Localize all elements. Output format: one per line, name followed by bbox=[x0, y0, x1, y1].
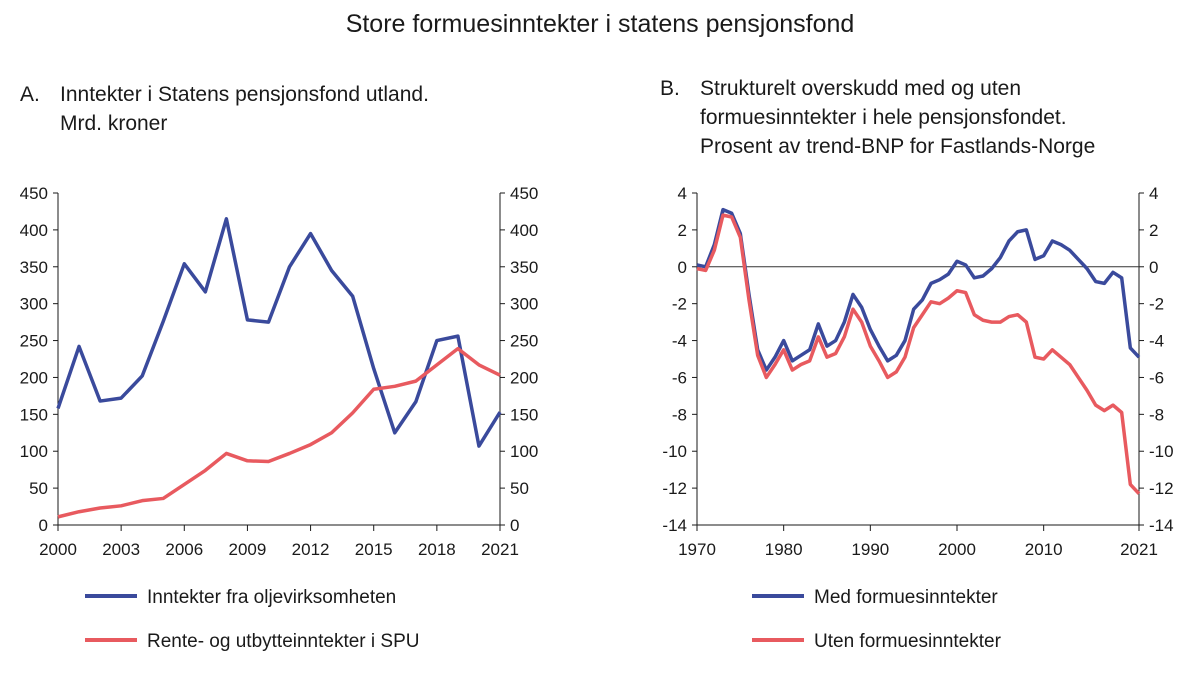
figure-title: Store formuesinntekter i statens pensjon… bbox=[345, 10, 855, 38]
panel-a-xtick-label: 2003 bbox=[102, 540, 140, 559]
panel-b-ytick-label-right: -4 bbox=[1149, 332, 1164, 351]
panel-a-series-line-1 bbox=[56, 217, 502, 448]
panel-a-letter: A. bbox=[20, 83, 40, 106]
panel-a-xtick-label: 2006 bbox=[165, 540, 203, 559]
panel-a-ytick-label-left: 300 bbox=[20, 295, 48, 314]
panel-b-ytick-label-left: -10 bbox=[662, 442, 687, 461]
panel-a-ytick-label-left: 450 bbox=[20, 184, 48, 203]
panel-b-series-line-1 bbox=[696, 207, 1141, 372]
panel-b-ytick-label-right: -14 bbox=[1149, 516, 1174, 535]
panel-a-ytick-label-right: 0 bbox=[510, 516, 519, 535]
panel-a-xtick-label: 2021 bbox=[481, 540, 519, 559]
panel-b-xtick-label: 2021 bbox=[1120, 540, 1158, 559]
panel-b-series-line-2 bbox=[696, 213, 1141, 495]
panel-b-xtick-label: 1990 bbox=[851, 540, 889, 559]
panel-b-ytick-label-left: -8 bbox=[672, 405, 687, 424]
panel-a-ytick-label-left: 250 bbox=[20, 332, 48, 351]
panel-a-ytick-label-left: 400 bbox=[20, 221, 48, 240]
panel-b-ytick-label-right: 0 bbox=[1149, 258, 1158, 277]
panel-a-legend-label-2: Rente- og utbytteinntekter i SPU bbox=[147, 631, 419, 652]
panel-a-xtick-label: 2009 bbox=[229, 540, 267, 559]
panel-a-xtick-label: 2000 bbox=[39, 540, 77, 559]
panel-b-xtick-label: 1980 bbox=[765, 540, 803, 559]
panel-a-ytick-label-right: 150 bbox=[510, 405, 538, 424]
panel-b-xtick-label: 2010 bbox=[1025, 540, 1063, 559]
panel-b-xtick-label: 2000 bbox=[938, 540, 976, 559]
panel-b-ytick-label-left: -6 bbox=[672, 368, 687, 387]
panel-b-ytick-label-left: 2 bbox=[678, 221, 687, 240]
panel-b-ytick-label-left: -2 bbox=[672, 295, 687, 314]
panel-a-ytick-label-right: 50 bbox=[510, 479, 529, 498]
panel-a-ytick-label-right: 200 bbox=[510, 368, 538, 387]
panel-a-xtick-label: 2012 bbox=[292, 540, 330, 559]
panel-a-ytick-label-right: 100 bbox=[510, 442, 538, 461]
panel-a-title-line-1: Inntekter i Statens pensjonsfond utland. bbox=[60, 83, 429, 106]
panel-b-letter: B. bbox=[660, 77, 680, 100]
panel-a-ytick-label-right: 400 bbox=[510, 221, 538, 240]
panel-a-ytick-label-right: 300 bbox=[510, 295, 538, 314]
panel-b-title-line-3: Prosent av trend-BNP for Fastlands-Norge bbox=[700, 135, 1096, 158]
panel-a-ytick-label-left: 0 bbox=[39, 516, 48, 535]
panel-a-ytick-label-right: 350 bbox=[510, 258, 538, 277]
panel-b-ytick-label-right: -12 bbox=[1149, 479, 1174, 498]
panel-b-ytick-label-right: 2 bbox=[1149, 221, 1158, 240]
panel-a-ytick-label-left: 200 bbox=[20, 368, 48, 387]
panel-b-ytick-label-left: -12 bbox=[662, 479, 687, 498]
panel-b-ytick-label-left: -4 bbox=[672, 332, 687, 351]
panel-b-title-line-1: Strukturelt overskudd med og uten bbox=[700, 77, 1022, 100]
panel-b-ytick-label-right: -6 bbox=[1149, 368, 1164, 387]
panel-b-ytick-label-left: -14 bbox=[662, 516, 687, 535]
panel-a-ytick-label-left: 350 bbox=[20, 258, 48, 277]
panel-b-title: B. Strukturelt overskudd med og uten for… bbox=[660, 74, 1200, 164]
panel-b-ytick-label-left: 4 bbox=[678, 184, 687, 203]
panel-a-title-line-2: Mrd. kroner bbox=[60, 112, 168, 135]
panel-b-ytick-label-left: 0 bbox=[678, 258, 687, 277]
panel-b-xtick-label: 1970 bbox=[678, 540, 716, 559]
panel-b-legend-label-1: Med formuesinntekter bbox=[814, 587, 998, 608]
panel-a-legend-label-1: Inntekter fra oljevirksomheten bbox=[147, 587, 396, 608]
panel-a-xtick-label: 2015 bbox=[355, 540, 393, 559]
panel-b-legend-label-2: Uten formuesinntekter bbox=[814, 631, 1002, 652]
panel-a-ytick-label-right: 450 bbox=[510, 184, 538, 203]
panel-b-ytick-label-right: -8 bbox=[1149, 405, 1164, 424]
panel-a-ytick-label-right: 250 bbox=[510, 332, 538, 351]
panel-b-ytick-label-right: -2 bbox=[1149, 295, 1164, 314]
panel-b-title-line-2: formuesinntekter i hele pensjonsfondet. bbox=[700, 106, 1067, 129]
panel-a-series-line-2 bbox=[57, 346, 501, 519]
panel-a-title: A. Inntekter i Statens pensjonsfond utla… bbox=[20, 80, 580, 170]
panel-b-ytick-label-right: 4 bbox=[1149, 184, 1158, 203]
panel-a-ytick-label-left: 150 bbox=[20, 405, 48, 424]
panel-a-xtick-label: 2018 bbox=[418, 540, 456, 559]
panel-a-ytick-label-left: 100 bbox=[20, 442, 48, 461]
panel-a-ytick-label-left: 50 bbox=[29, 479, 48, 498]
panel-b-ytick-label-right: -10 bbox=[1149, 442, 1174, 461]
